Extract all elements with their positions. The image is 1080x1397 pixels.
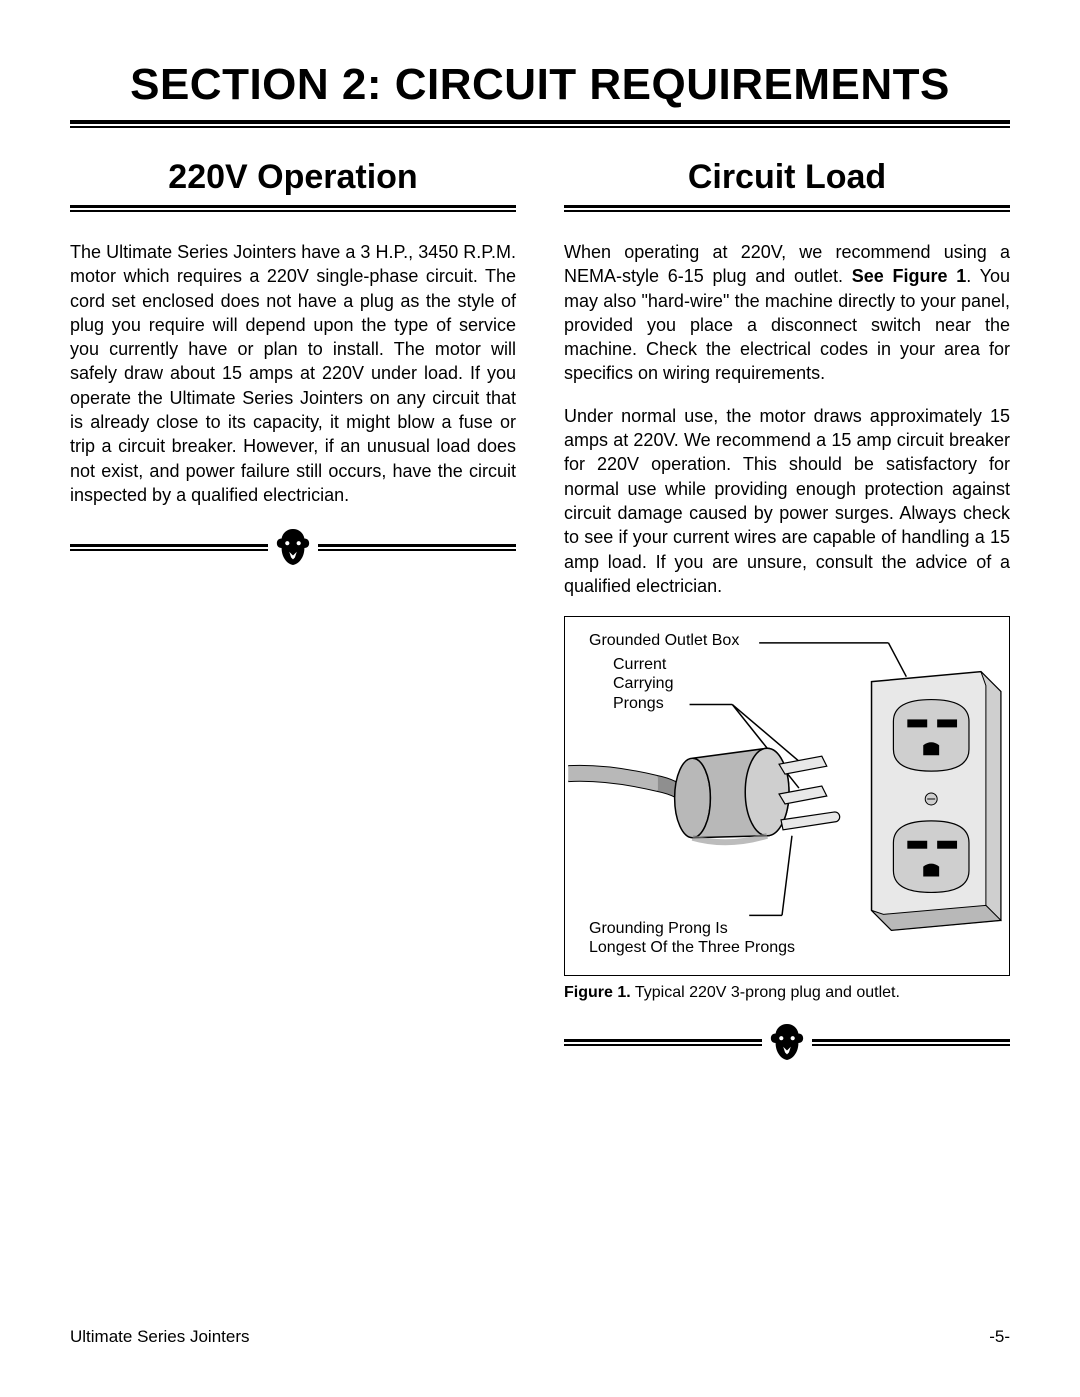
footer-left: Ultimate Series Jointers — [70, 1327, 250, 1347]
divider-line — [70, 544, 268, 551]
title-rule — [70, 120, 1010, 128]
bear-icon — [274, 527, 312, 567]
left-para-1: The Ultimate Series Jointers have a 3 H.… — [70, 240, 516, 507]
footer-page-number: -5- — [989, 1327, 1010, 1347]
see-figure-bold: See Figure 1 — [852, 266, 966, 286]
figure-1-box: Grounded Outlet Box Current Carrying Pro… — [564, 616, 1010, 976]
bear-icon — [768, 1022, 806, 1062]
section-title: SECTION 2: CIRCUIT REQUIREMENTS — [70, 60, 1010, 110]
divider-line — [318, 544, 516, 551]
bear-divider-left — [70, 527, 516, 567]
caption-text: Typical 220V 3-prong plug and outlet. — [631, 984, 900, 1001]
right-subheading: Circuit Load — [564, 158, 1010, 197]
right-column: Circuit Load When operating at 220V, we … — [564, 158, 1010, 1062]
left-sub-rule — [70, 205, 516, 212]
page-footer: Ultimate Series Jointers -5- — [70, 1327, 1010, 1347]
divider-line — [564, 1039, 762, 1046]
figure-caption: Figure 1. Typical 220V 3-prong plug and … — [564, 984, 1010, 1002]
left-subheading: 220V Operation — [70, 158, 516, 197]
caption-bold: Figure 1. — [564, 984, 631, 1001]
right-sub-rule — [564, 205, 1010, 212]
divider-line — [812, 1039, 1010, 1046]
right-para-2: Under normal use, the motor draws approx… — [564, 404, 1010, 598]
right-para-1: When operating at 220V, we recommend usi… — [564, 240, 1010, 386]
two-column-layout: 220V Operation The Ultimate Series Joint… — [70, 158, 1010, 1062]
left-column: 220V Operation The Ultimate Series Joint… — [70, 158, 516, 1062]
bear-divider-right — [564, 1022, 1010, 1062]
